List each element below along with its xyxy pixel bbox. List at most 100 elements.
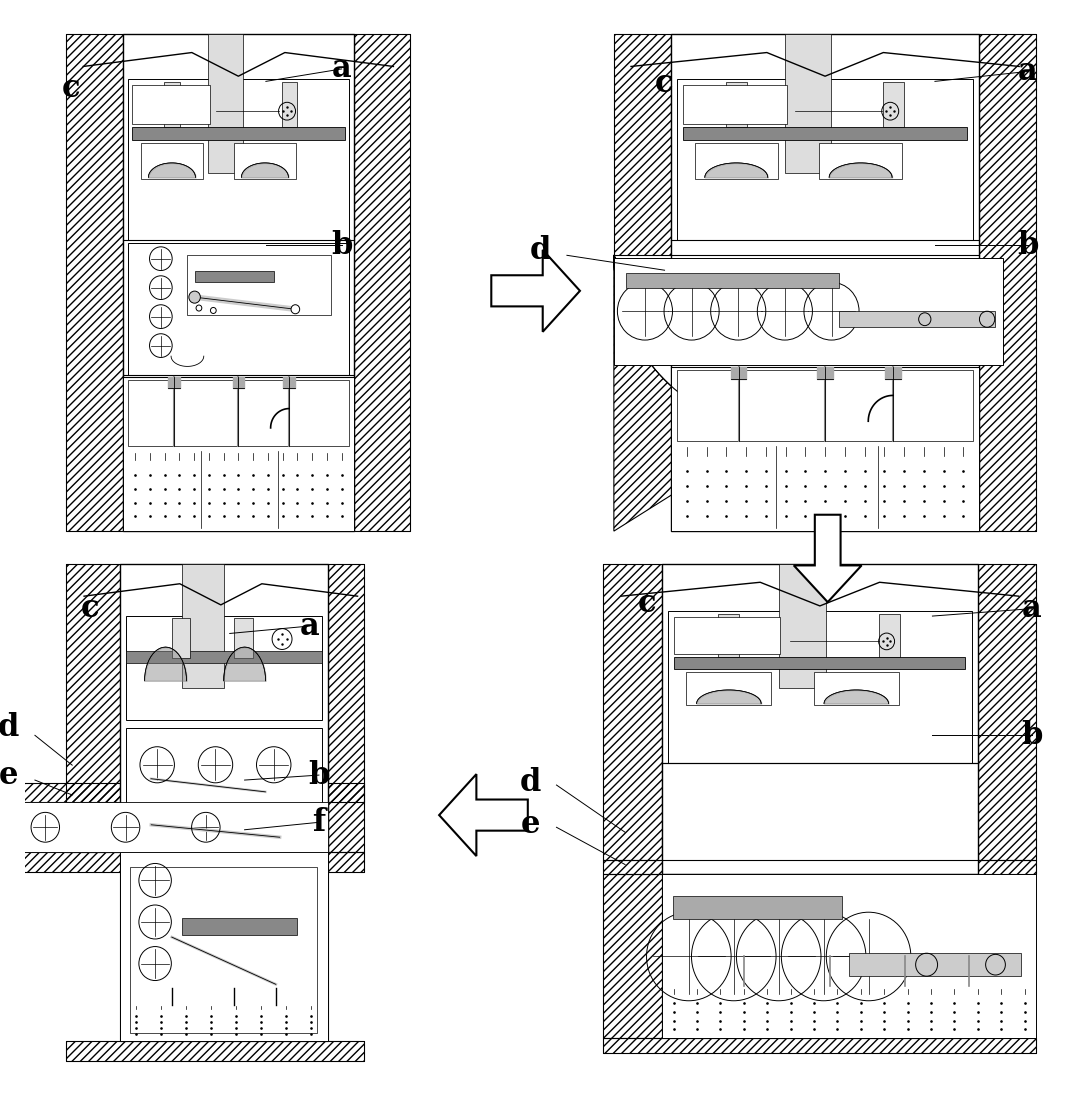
Bar	[603, 1038, 1036, 1053]
Bar	[614, 257, 1003, 365]
Bar	[123, 377, 354, 531]
Bar	[182, 919, 296, 935]
Bar	[677, 370, 973, 441]
Bar	[683, 85, 787, 124]
Bar	[187, 255, 331, 315]
Bar	[141, 143, 203, 178]
Text: e: e	[0, 760, 18, 791]
Text: c: c	[637, 588, 656, 619]
Bar	[6, 803, 328, 852]
Bar	[182, 564, 223, 688]
Bar	[66, 564, 120, 852]
Bar	[0, 852, 363, 872]
Text: b: b	[308, 760, 329, 791]
Bar	[123, 34, 354, 531]
Bar	[849, 954, 1021, 976]
Bar	[814, 671, 899, 705]
Bar	[603, 564, 662, 860]
Circle shape	[291, 304, 299, 314]
Bar	[66, 1041, 363, 1061]
Bar	[603, 860, 1036, 875]
Bar	[839, 311, 995, 327]
Text: c: c	[80, 593, 99, 624]
Text: a: a	[1018, 56, 1038, 87]
Bar	[130, 867, 317, 1034]
Text: b: b	[1021, 719, 1042, 751]
Text: a: a	[1022, 593, 1042, 624]
Bar	[978, 564, 1036, 860]
Text: d: d	[0, 713, 19, 744]
Bar	[979, 34, 1036, 531]
Text: a: a	[300, 611, 320, 642]
Bar	[603, 1038, 1036, 1053]
Bar	[718, 614, 740, 657]
Bar	[120, 852, 328, 1041]
Bar	[126, 728, 322, 810]
Text: b: b	[331, 230, 353, 261]
Bar	[726, 82, 746, 127]
Bar	[668, 611, 972, 763]
Bar	[671, 34, 979, 531]
Polygon shape	[439, 774, 528, 856]
Bar	[603, 875, 662, 1038]
Bar	[127, 380, 350, 447]
Text: c: c	[62, 73, 81, 104]
Bar	[675, 618, 780, 654]
Bar	[625, 273, 839, 288]
Bar	[879, 614, 900, 657]
Bar	[281, 82, 297, 127]
Bar	[328, 564, 363, 852]
Bar	[662, 564, 978, 875]
Bar	[614, 34, 671, 255]
Bar	[603, 564, 662, 860]
Bar	[0, 783, 363, 803]
Text: a: a	[331, 54, 352, 84]
Bar	[695, 143, 778, 178]
Bar	[133, 85, 210, 124]
Bar	[66, 34, 123, 531]
Bar	[126, 650, 322, 664]
Bar	[675, 657, 965, 669]
Bar	[165, 82, 180, 127]
Bar	[686, 671, 772, 705]
Polygon shape	[492, 250, 580, 332]
Bar	[66, 564, 120, 852]
Bar	[0, 783, 6, 872]
Bar	[195, 272, 274, 283]
Bar	[0, 783, 6, 872]
Bar	[671, 367, 979, 531]
Bar	[979, 34, 1036, 531]
Bar	[354, 34, 410, 531]
Bar	[614, 34, 671, 255]
Bar	[328, 564, 363, 852]
Bar	[127, 79, 350, 241]
Bar	[0, 852, 363, 872]
Bar	[234, 143, 296, 178]
Text: d: d	[520, 766, 541, 798]
Bar	[779, 564, 826, 688]
Polygon shape	[794, 515, 862, 602]
Bar	[208, 34, 243, 173]
Bar	[883, 82, 903, 127]
Bar	[662, 875, 1036, 1038]
Text: d: d	[530, 234, 552, 266]
Bar	[120, 564, 328, 852]
Text: b: b	[1018, 230, 1039, 261]
Bar	[662, 875, 978, 1038]
Circle shape	[189, 291, 200, 303]
Bar	[234, 619, 253, 658]
Bar	[354, 34, 410, 531]
Bar	[126, 616, 322, 721]
Bar	[785, 34, 832, 173]
Bar	[172, 619, 190, 658]
Bar	[819, 143, 902, 178]
Text: c: c	[655, 68, 673, 100]
Bar	[120, 852, 328, 1041]
Bar	[978, 564, 1036, 860]
Bar	[603, 860, 1036, 875]
Bar	[66, 34, 123, 531]
Bar	[673, 896, 841, 919]
Bar	[133, 127, 344, 140]
Text: f: f	[312, 807, 325, 838]
Bar	[66, 1041, 363, 1061]
